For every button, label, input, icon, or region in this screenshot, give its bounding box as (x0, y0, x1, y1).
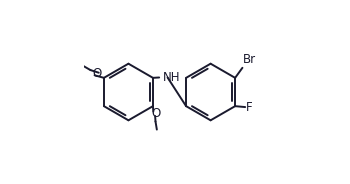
Text: F: F (246, 101, 252, 114)
Text: O: O (92, 67, 102, 80)
Text: NH: NH (162, 71, 180, 84)
Text: O: O (151, 107, 160, 120)
Text: Br: Br (243, 53, 256, 66)
